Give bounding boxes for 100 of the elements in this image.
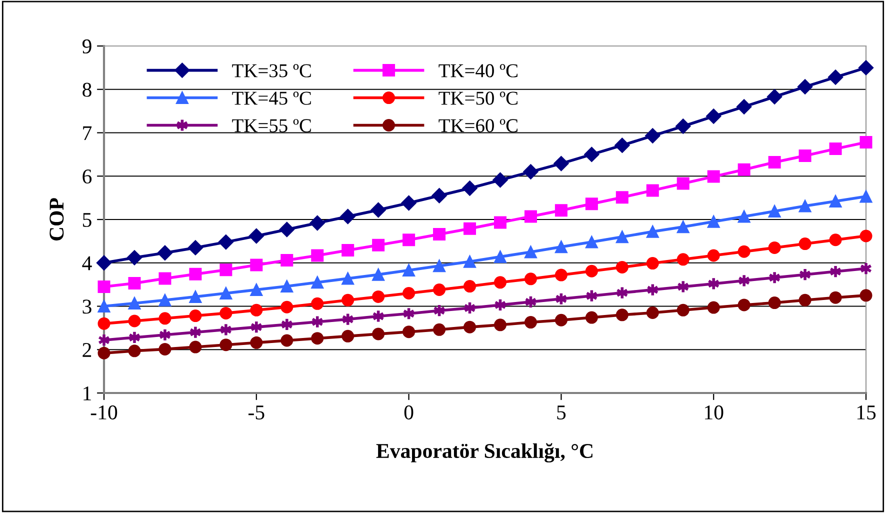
point (858, 60, 874, 76)
x-axis-title: Evaporatör Sıcaklığı, °C (376, 443, 592, 462)
point (279, 222, 294, 238)
point (646, 184, 659, 197)
point (616, 230, 628, 244)
point (797, 79, 813, 94)
point (126, 250, 142, 266)
point (676, 220, 690, 234)
point (829, 195, 842, 208)
legend-label: TK=45 ºC (232, 92, 311, 105)
point (370, 202, 386, 218)
point (707, 170, 720, 183)
point (402, 264, 416, 276)
point (707, 301, 720, 314)
point (157, 245, 173, 260)
point (280, 334, 294, 347)
point (340, 208, 356, 224)
point (280, 280, 294, 293)
point (738, 210, 750, 223)
point (96, 255, 112, 270)
point (342, 294, 354, 306)
x-tick-label: 15 (857, 406, 876, 420)
point (464, 255, 476, 268)
point (433, 284, 446, 296)
point (829, 291, 842, 304)
point (250, 258, 263, 272)
legend-label: TK=55 ºC (232, 119, 311, 132)
x-tick-label: -10 (90, 405, 118, 420)
point (220, 338, 232, 352)
point (311, 276, 324, 289)
point (462, 180, 478, 196)
point (616, 260, 628, 274)
point (798, 294, 812, 306)
point (860, 289, 872, 302)
point (433, 228, 446, 240)
x-tick-label: 10 (705, 405, 724, 420)
legend-label: TK=50 ºC (438, 92, 518, 105)
point (828, 70, 844, 85)
point (311, 297, 324, 310)
point (768, 205, 781, 218)
point (616, 308, 628, 322)
point (585, 264, 598, 278)
point (554, 240, 568, 254)
point (220, 264, 232, 276)
point (189, 340, 202, 354)
point (494, 318, 506, 332)
point (738, 298, 750, 312)
point (342, 244, 354, 257)
point (738, 245, 750, 258)
point (616, 191, 628, 204)
point (676, 253, 690, 266)
point (372, 290, 385, 303)
x-tick-label: -5 (248, 406, 264, 420)
point (128, 277, 141, 290)
point (464, 320, 476, 334)
y-tick-label: 3 (82, 300, 92, 314)
point (523, 164, 538, 180)
point (433, 323, 446, 336)
legend-label: TK=35 ºC (232, 64, 311, 78)
point (738, 163, 750, 176)
point (676, 118, 691, 134)
point (433, 260, 446, 272)
point (158, 272, 172, 285)
point (585, 198, 598, 210)
point (554, 204, 568, 217)
point (860, 190, 872, 203)
y-tick-label: 4 (82, 256, 92, 270)
point (492, 172, 508, 188)
point (372, 328, 385, 340)
point (860, 136, 872, 149)
y-tick-label: 2 (82, 343, 92, 357)
point (524, 210, 537, 223)
point (494, 276, 506, 289)
point (676, 177, 690, 190)
point (280, 254, 294, 267)
point (768, 241, 781, 254)
point (220, 306, 232, 320)
point (707, 215, 720, 228)
point (372, 268, 385, 281)
point (250, 304, 263, 316)
y-tick-label: 5 (82, 213, 92, 227)
legend-label: TK=60 ºC (438, 119, 518, 132)
point (798, 149, 812, 162)
point (310, 215, 325, 231)
point (554, 156, 569, 172)
y-tick-label: 6 (82, 170, 92, 184)
point (768, 156, 781, 168)
point (311, 249, 324, 262)
point (402, 234, 416, 246)
point (707, 249, 720, 262)
y-tick-label: 8 (82, 82, 92, 97)
y-tick-label: 1 (84, 386, 91, 400)
point (614, 138, 630, 153)
point (189, 290, 202, 303)
point (280, 300, 294, 314)
point (158, 312, 172, 325)
point (645, 128, 660, 144)
point (798, 200, 812, 212)
point (188, 240, 204, 256)
point (402, 326, 416, 338)
